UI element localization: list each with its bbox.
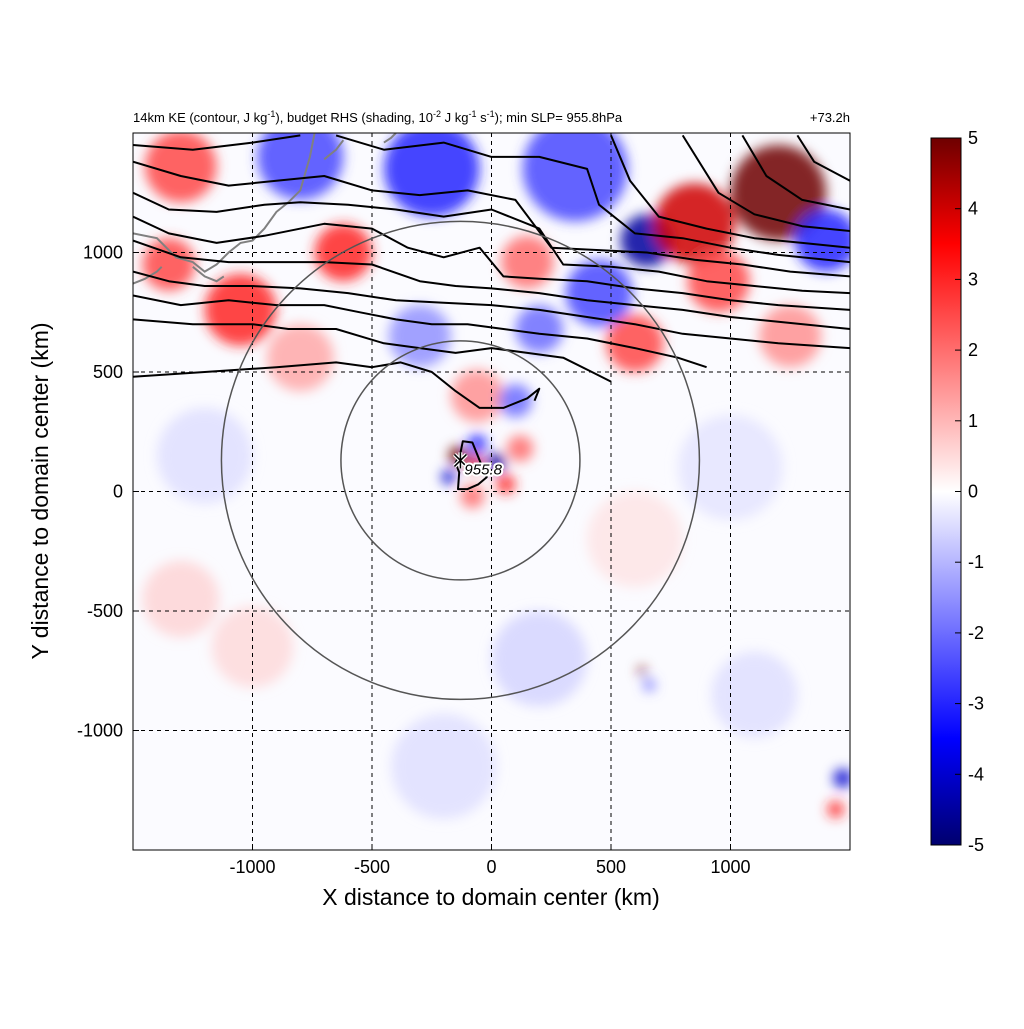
title-segment: s bbox=[476, 110, 487, 125]
colorbar-tick-label: -1 bbox=[968, 552, 984, 572]
positive-budget-blob bbox=[606, 314, 664, 372]
negative-budget-blob bbox=[391, 713, 497, 819]
range-ring bbox=[340, 340, 581, 581]
colorbar-tick-label: 5 bbox=[968, 128, 978, 148]
coastline bbox=[133, 266, 163, 285]
ke-contours bbox=[133, 134, 850, 491]
y-tick-label: 1000 bbox=[83, 243, 123, 263]
ke-contour-line bbox=[133, 160, 850, 278]
colorbar-ticks: -5 -4 -3 -2 -1 0 1 2 3 4 5 bbox=[955, 128, 984, 855]
storm-center: 955.8 bbox=[453, 452, 505, 480]
negative-budget-blob bbox=[156, 407, 253, 504]
ke-contour-line bbox=[610, 135, 850, 249]
title-segment: -1 bbox=[468, 109, 476, 119]
positive-budget-blob bbox=[450, 369, 504, 423]
title-segment: -1 bbox=[267, 109, 275, 119]
negative-budget-blob bbox=[467, 434, 487, 454]
ke-contour-line bbox=[133, 239, 850, 330]
colorbar-tick-label: -5 bbox=[968, 835, 984, 855]
positive-budget-blob bbox=[637, 666, 647, 676]
negative-budget-blob bbox=[491, 611, 588, 707]
y-tick-label: -1000 bbox=[77, 721, 123, 741]
negative-budget-blob bbox=[795, 209, 850, 272]
min-slp-label: 955.8 bbox=[464, 461, 502, 478]
range-rings bbox=[220, 220, 701, 701]
title-segment: ); min SLP= 955.8hPa bbox=[495, 110, 623, 125]
x-tick-label: -500 bbox=[354, 857, 390, 877]
positive-budget-blob bbox=[204, 274, 277, 346]
ke-contour-line bbox=[133, 134, 301, 151]
positive-budget-blob bbox=[501, 235, 554, 289]
coastlines bbox=[133, 133, 397, 285]
coastline bbox=[383, 133, 397, 144]
negative-budget-blob bbox=[643, 679, 656, 692]
colorbar-tick-label: -4 bbox=[968, 764, 984, 784]
range-ring bbox=[220, 220, 701, 701]
negative-budget-blob bbox=[498, 383, 533, 418]
y-axis-ticks: -1000 -500 0 500 1000 bbox=[77, 243, 139, 741]
x-tick-label: 500 bbox=[596, 857, 626, 877]
x-axis-label: X distance to domain center (km) bbox=[322, 884, 659, 910]
y-tick-label: 0 bbox=[113, 482, 123, 502]
ke-contour-line bbox=[133, 191, 850, 295]
ke-contour-line bbox=[454, 440, 488, 491]
coastline bbox=[192, 266, 225, 283]
negative-budget-blob bbox=[441, 469, 456, 485]
ke-contour-line bbox=[133, 294, 707, 369]
storm-center-marker bbox=[453, 452, 467, 469]
y-tick-label: -500 bbox=[87, 601, 123, 621]
title-segment: ), budget RHS (shading, 10 bbox=[275, 110, 433, 125]
x-tick-label: 1000 bbox=[710, 857, 750, 877]
positive-budget-blob bbox=[730, 144, 827, 241]
positive-budget-blob bbox=[587, 491, 683, 588]
coastline bbox=[133, 133, 316, 273]
ke-contour-line bbox=[133, 361, 541, 409]
title-segment: -1 bbox=[487, 109, 495, 119]
title-segment: J kg bbox=[441, 110, 468, 125]
plot-area: 955.8 bbox=[133, 133, 850, 850]
ke-contour-line bbox=[796, 134, 850, 182]
ke-contour-line bbox=[681, 134, 850, 232]
ke-contour-line bbox=[741, 134, 850, 211]
positive-budget-blob bbox=[266, 324, 334, 392]
ke-contour-line bbox=[133, 215, 850, 311]
y-axis-label: Y distance to domain center (km) bbox=[27, 322, 53, 659]
chart-time-label: +73.2h bbox=[810, 110, 850, 125]
x-tick-label: -1000 bbox=[229, 857, 275, 877]
positive-budget-blob bbox=[142, 560, 220, 638]
x-axis-ticks: -1000 -500 0 500 1000 bbox=[229, 844, 751, 877]
colorbar-tick-label: 2 bbox=[968, 340, 978, 360]
negative-budget-blob bbox=[677, 415, 784, 521]
title-segment: -2 bbox=[433, 109, 441, 119]
chart-title: 14km KE (contour, J kg-1), budget RHS (s… bbox=[133, 109, 623, 125]
colorbar-tick-label: 3 bbox=[968, 269, 978, 289]
ke-contour-line bbox=[133, 270, 850, 350]
title-segment: 14km KE (contour, J kg bbox=[133, 110, 267, 125]
coastline bbox=[323, 139, 345, 161]
negative-budget-blob bbox=[515, 305, 564, 353]
x-tick-label: 0 bbox=[486, 857, 496, 877]
colorbar-tick-label: 1 bbox=[968, 411, 978, 431]
negative-budget-blob bbox=[711, 651, 798, 738]
negative-budget-blob bbox=[522, 133, 628, 222]
colorbar-tick-label: 0 bbox=[968, 482, 978, 502]
positive-budget-blob bbox=[827, 801, 845, 818]
positive-budget-blob bbox=[144, 133, 217, 203]
negative-budget-blob bbox=[383, 133, 480, 217]
negative-budget-blob bbox=[486, 453, 506, 473]
negative-budget-blob bbox=[565, 259, 633, 327]
negative-budget-blob bbox=[257, 133, 344, 200]
negative-budget-blob bbox=[833, 768, 850, 788]
colorbar-tick-label: -3 bbox=[968, 694, 984, 714]
positive-budget-blob bbox=[496, 474, 516, 494]
positive-budget-blob bbox=[507, 435, 534, 462]
colorbar-tick-label: 4 bbox=[968, 199, 978, 219]
y-tick-label: 500 bbox=[93, 362, 123, 382]
positive-budget-blob bbox=[759, 305, 822, 368]
ke-contour-line bbox=[335, 134, 850, 264]
positive-budget-blob bbox=[460, 484, 485, 509]
colorbar-tick-label: -2 bbox=[968, 623, 984, 643]
